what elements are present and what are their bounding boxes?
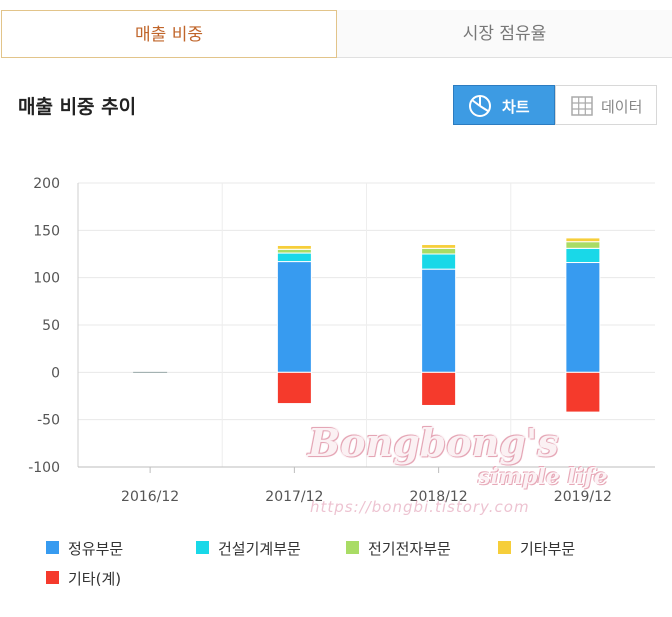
table-grid-icon bbox=[571, 96, 593, 116]
x-tick-label: 2019/12 bbox=[554, 489, 612, 505]
bar-segment bbox=[565, 371, 601, 413]
x-tick-label: 2017/12 bbox=[265, 489, 323, 505]
view-toggle: 차트 데이터 bbox=[453, 85, 657, 125]
legend-swatch bbox=[46, 571, 59, 584]
bar-segment bbox=[565, 247, 601, 264]
bar-segment bbox=[421, 371, 457, 406]
chart-legend: 정유부문 건설기계부문 전기전자부문 기타부문 기타(계) bbox=[0, 530, 672, 590]
y-tick-label: -50 bbox=[37, 413, 60, 429]
bar-segment bbox=[421, 268, 457, 373]
bar-segment bbox=[276, 244, 312, 250]
data-view-label: 데이터 bbox=[601, 98, 643, 116]
bar-segment bbox=[421, 247, 457, 255]
tab-market-share[interactable]: 시장 점유율 bbox=[337, 10, 672, 58]
legend-label: 기타(계) bbox=[68, 570, 122, 588]
bar-segment bbox=[421, 253, 457, 270]
y-tick-label: 50 bbox=[42, 318, 60, 334]
legend-swatch bbox=[196, 541, 209, 554]
y-tick-label: 0 bbox=[51, 365, 60, 381]
x-tick-label: 2018/12 bbox=[410, 489, 468, 505]
legend-label: 건설기계부문 bbox=[218, 540, 301, 558]
legend-label: 전기전자부문 bbox=[368, 540, 451, 558]
bar-segment bbox=[421, 244, 457, 249]
bar-segment bbox=[276, 252, 312, 263]
bar-segment bbox=[565, 262, 601, 373]
section-title: 매출 비중 추이 bbox=[18, 96, 137, 118]
bar-segment bbox=[276, 371, 312, 405]
y-tick-label: 200 bbox=[33, 176, 60, 192]
y-tick-label: -100 bbox=[28, 460, 60, 476]
legend-swatch bbox=[46, 541, 59, 554]
data-view-button[interactable]: 데이터 bbox=[555, 85, 657, 125]
bar-segment bbox=[565, 237, 601, 243]
bar-segment bbox=[276, 248, 312, 254]
legend-swatch bbox=[346, 541, 359, 554]
chart-view-button[interactable]: 차트 bbox=[453, 85, 555, 125]
legend-label: 정유부문 bbox=[68, 540, 124, 558]
y-tick-label: 150 bbox=[33, 223, 60, 239]
chart-view-label: 차트 bbox=[502, 98, 530, 116]
tab-sales-share[interactable]: 매출 비중 bbox=[1, 10, 337, 58]
legend-swatch bbox=[498, 541, 511, 554]
legend-label: 기타부문 bbox=[520, 540, 576, 558]
tab-bar: 매출 비중 시장 점유율 bbox=[0, 10, 672, 60]
bar-segment bbox=[276, 261, 312, 373]
pie-chart-icon bbox=[469, 95, 491, 117]
y-tick-label: 100 bbox=[33, 271, 60, 287]
bar-segment bbox=[565, 241, 601, 249]
sales-share-chart: 200 150 100 50 0 -50 -100 2016/12 2017/12 2018/12… bbox=[28, 176, 655, 505]
x-tick-label: 2016/12 bbox=[121, 489, 179, 505]
